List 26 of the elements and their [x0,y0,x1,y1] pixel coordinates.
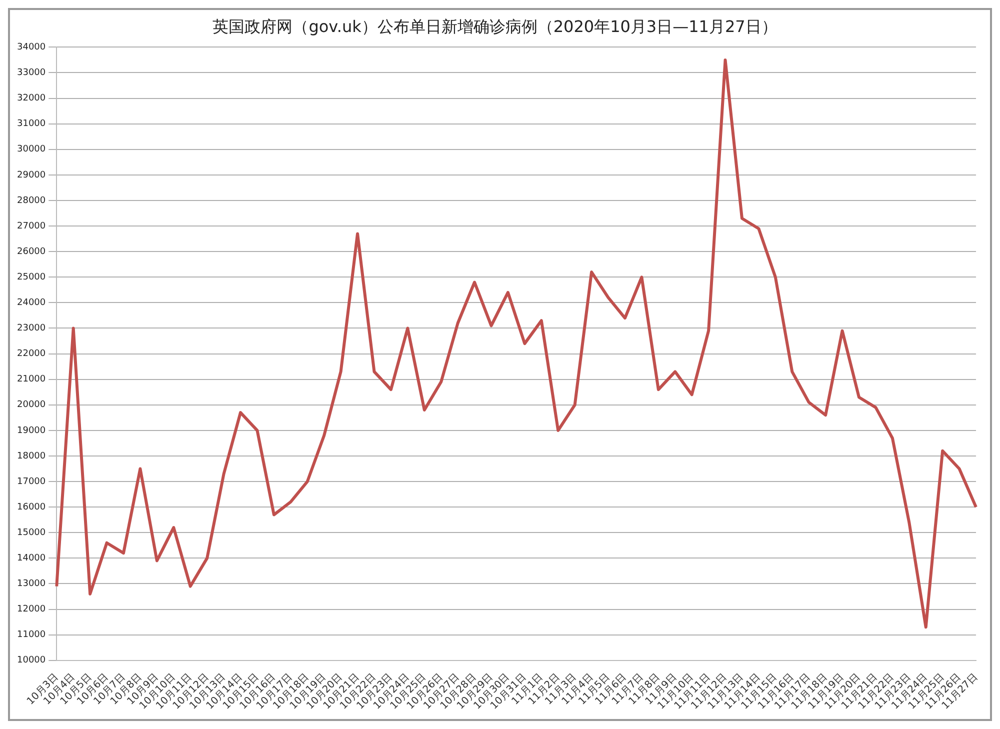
y-tick-label: 13000 [16,579,46,590]
y-tick-label: 31000 [16,119,46,130]
y-tick-label: 16000 [16,502,46,512]
chart-title: 英国政府网（gov.uk）公布单日新增确诊病例（2020年10月3日—11月27日） [212,16,778,36]
y-tick-label: 30000 [16,144,46,155]
y-tick-label: 19000 [16,426,46,436]
y-tick-label: 26000 [16,246,46,257]
y-tick-label: 33000 [16,68,46,78]
y-tick-label: 20000 [16,400,46,410]
y-tick-label: 28000 [16,196,46,206]
y-tick-label: 15000 [16,528,46,538]
y-tick-label: 12000 [16,604,46,615]
y-tick-label: 10000 [16,656,46,666]
y-tick-label: 11000 [16,630,46,640]
y-tick-label: 18000 [16,451,46,462]
y-tick-label: 24000 [16,298,46,308]
y-tick-label: 14000 [16,554,46,564]
y-tick-label: 21000 [16,374,46,385]
y-tick-label: 34000 [16,42,46,53]
y-tick-label: 22000 [16,349,46,360]
y-tick-label: 25000 [16,272,46,282]
y-tick-label: 27000 [16,221,46,232]
y-tick-label: 29000 [16,170,46,180]
y-tick-label: 23000 [16,324,46,334]
y-tick-label: 17000 [16,476,46,487]
y-tick-label: 32000 [16,94,46,104]
